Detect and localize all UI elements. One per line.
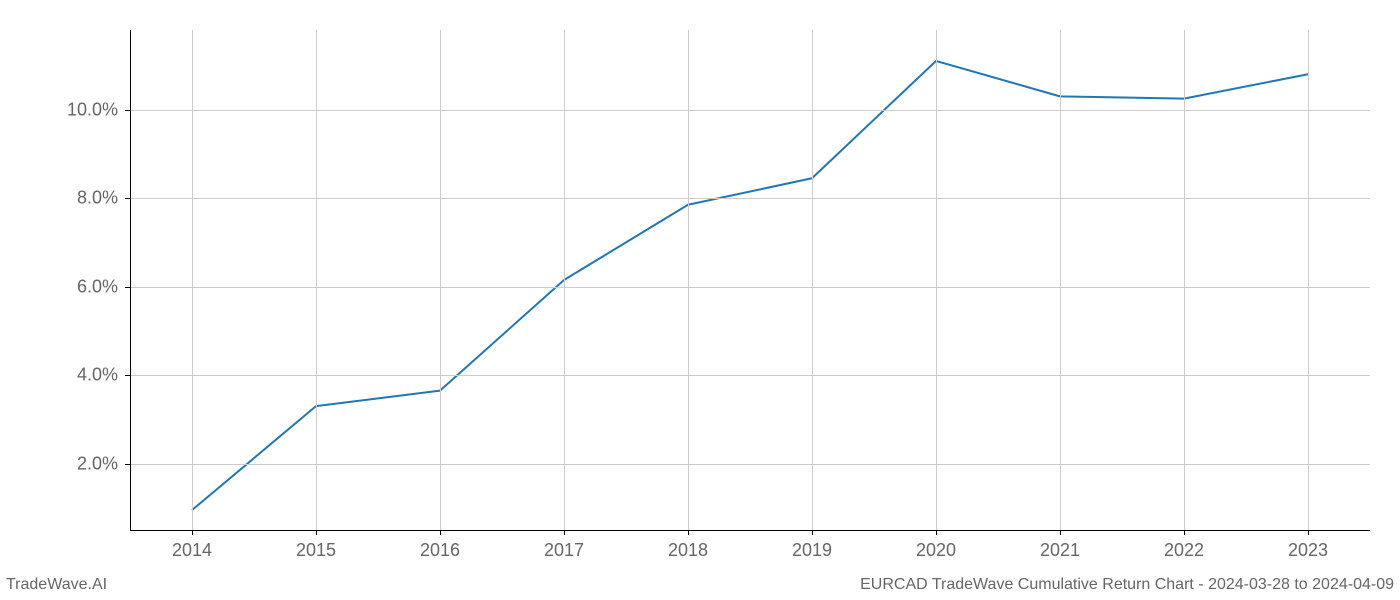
x-tick-label: 2021 — [1040, 540, 1080, 561]
y-tick-label: 6.0% — [77, 276, 118, 297]
x-tick-label: 2019 — [792, 540, 832, 561]
return-line — [192, 61, 1308, 510]
grid-line-vertical — [316, 30, 317, 530]
grid-line-vertical — [1308, 30, 1309, 530]
x-tick-label: 2017 — [544, 540, 584, 561]
grid-line-vertical — [440, 30, 441, 530]
footer-right-label: EURCAD TradeWave Cumulative Return Chart… — [860, 576, 1394, 594]
footer-left-label: TradeWave.AI — [6, 576, 107, 594]
grid-line-vertical — [936, 30, 937, 530]
chart-container: TradeWave.AI EURCAD TradeWave Cumulative… — [0, 0, 1400, 600]
y-tick-label: 8.0% — [77, 188, 118, 209]
grid-line-vertical — [1060, 30, 1061, 530]
x-tick-label: 2018 — [668, 540, 708, 561]
grid-line-vertical — [564, 30, 565, 530]
x-tick-label: 2023 — [1288, 540, 1328, 561]
grid-line-vertical — [192, 30, 193, 530]
grid-line-vertical — [812, 30, 813, 530]
x-tick-label: 2014 — [172, 540, 212, 561]
y-tick-label: 10.0% — [67, 99, 118, 120]
line-series — [0, 0, 1400, 600]
x-tick-label: 2016 — [420, 540, 460, 561]
y-tick-label: 4.0% — [77, 365, 118, 386]
y-tick-label: 2.0% — [77, 453, 118, 474]
grid-line-vertical — [688, 30, 689, 530]
grid-line-vertical — [1184, 30, 1185, 530]
x-tick-label: 2022 — [1164, 540, 1204, 561]
y-axis-line — [130, 30, 131, 530]
x-axis-line — [130, 530, 1370, 531]
x-tick-label: 2015 — [296, 540, 336, 561]
x-tick-label: 2020 — [916, 540, 956, 561]
